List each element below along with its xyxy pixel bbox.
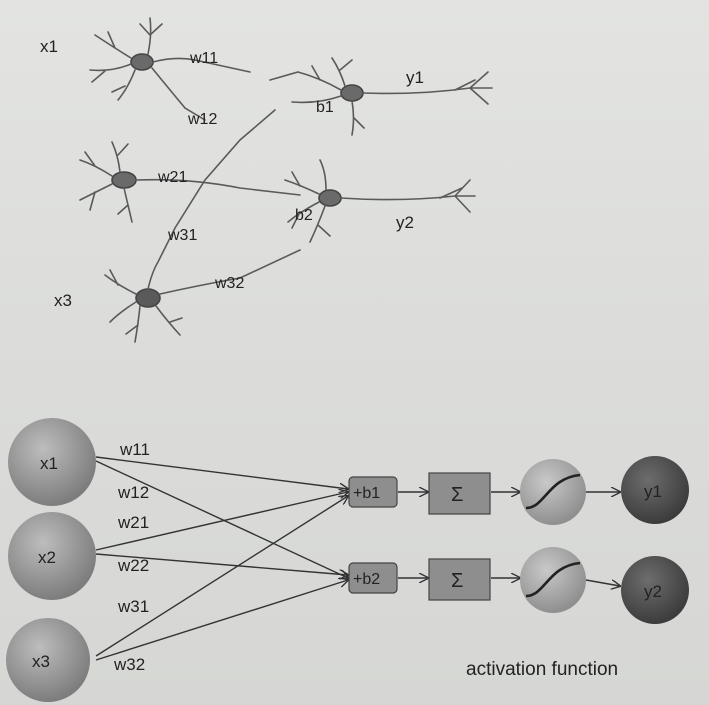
bias-label-b2: +b2 <box>353 571 380 588</box>
bio-neuron-y1 <box>269 57 493 136</box>
activation-node-2 <box>520 547 586 613</box>
bio-neuron-x3 <box>104 109 301 343</box>
sum-box-1: Σ <box>428 472 491 515</box>
arrow-act2-y2 <box>585 579 620 586</box>
bio-label-w21: w21 <box>157 169 187 186</box>
weight-label-w32: w32 <box>113 655 145 674</box>
output-node-y2: y2 <box>621 556 689 624</box>
bio-label-w31: w31 <box>167 227 197 244</box>
bio-label-b2: b2 <box>295 207 313 224</box>
bio-label-x3: x3 <box>54 291 72 310</box>
bio-neuron-y2 <box>284 159 476 243</box>
activation-node-1 <box>520 459 586 525</box>
bio-label-y2: y2 <box>396 213 414 232</box>
weight-label-w12: w12 <box>117 483 149 502</box>
connection-w31 <box>95 496 348 657</box>
weight-label-w22: w22 <box>117 556 149 575</box>
output-label-y1: y1 <box>644 482 662 501</box>
sum-symbol-2: Σ <box>451 570 463 592</box>
bio-label-w12: w12 <box>187 111 217 128</box>
bio-label-y1: y1 <box>406 68 424 87</box>
bio-label-w11: w11 <box>189 50 218 67</box>
artificial-network: x1 x2 x3 w11 w12 w21 w22 w31 w32 +b1 +b2… <box>6 418 689 702</box>
input-node-x2: x2 <box>8 512 96 600</box>
activation-function-label: activation function <box>466 659 618 680</box>
input-node-x1: x1 <box>8 418 96 506</box>
sum-box-2: Σ <box>428 558 491 601</box>
bio-label-x1: x1 <box>40 37 58 56</box>
bio-label-b1: b1 <box>316 99 334 116</box>
input-label-x3: x3 <box>32 652 50 671</box>
input-label-x1: x1 <box>40 454 58 473</box>
bias-node-b1: +b1 <box>348 476 398 508</box>
input-node-x3: x3 <box>6 618 90 702</box>
output-label-y2: y2 <box>644 582 662 601</box>
connection-w12 <box>95 460 348 578</box>
weight-connections <box>95 456 620 661</box>
sigmoid-curve-icon <box>525 473 581 510</box>
weight-label-w11: w11 <box>119 440 150 459</box>
bias-node-b2: +b2 <box>348 562 398 594</box>
connection-w22 <box>95 553 348 575</box>
biological-neurons: x1 x3 w11 w12 w21 w31 w32 b1 b2 y1 y2 <box>40 17 493 343</box>
connection-w21 <box>95 492 348 551</box>
input-label-x2: x2 <box>38 548 56 567</box>
bias-label-b1: +b1 <box>353 485 380 502</box>
bio-label-w32: w32 <box>214 275 244 292</box>
bio-neuron-x1 <box>89 17 251 121</box>
sum-symbol-1: Σ <box>451 484 463 506</box>
connection-w32 <box>95 580 348 661</box>
connection-w11 <box>95 456 348 489</box>
sigmoid-curve-icon <box>525 561 581 598</box>
output-node-y1: y1 <box>621 456 689 524</box>
weight-label-w31: w31 <box>117 597 149 616</box>
weight-label-w21: w21 <box>117 513 149 532</box>
bio-neuron-x2 <box>79 141 301 223</box>
